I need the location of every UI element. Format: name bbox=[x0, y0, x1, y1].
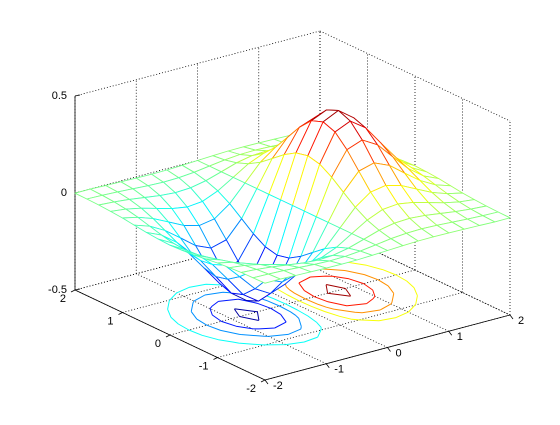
z-tick-label: 0.5 bbox=[52, 90, 67, 102]
grid-line bbox=[319, 30, 511, 122]
grid-line bbox=[258, 240, 449, 332]
x-tick bbox=[509, 314, 514, 320]
x-tick bbox=[387, 347, 391, 352]
grid-line bbox=[169, 269, 416, 336]
z-tick bbox=[74, 94, 81, 97]
x-tick-label: -1 bbox=[334, 364, 344, 376]
mesh-cell bbox=[252, 273, 281, 284]
y-tick bbox=[70, 289, 76, 293]
z-tick-label: -0.5 bbox=[48, 284, 67, 296]
y-tick bbox=[260, 379, 266, 383]
contour bbox=[298, 275, 376, 307]
x-tick bbox=[325, 363, 330, 368]
contour bbox=[233, 308, 260, 321]
contour bbox=[190, 291, 302, 337]
y-tick-label: 1 bbox=[107, 315, 113, 327]
z-tick-label: 0 bbox=[61, 187, 67, 199]
contour bbox=[325, 284, 352, 297]
x-tick bbox=[448, 331, 453, 336]
contour bbox=[167, 283, 322, 346]
x-tick-label: -2 bbox=[273, 380, 283, 392]
x-tick-label: 2 bbox=[518, 315, 524, 327]
grid-line bbox=[217, 292, 463, 358]
grid-line bbox=[74, 30, 321, 97]
x-tick-label: 0 bbox=[396, 347, 402, 359]
x-tick-label: 1 bbox=[457, 331, 463, 343]
y-tick-label: 2 bbox=[60, 293, 66, 305]
x-tick bbox=[264, 379, 269, 385]
y-tick-label: -2 bbox=[246, 383, 256, 395]
contour bbox=[209, 298, 287, 330]
y-tick bbox=[213, 357, 218, 360]
y-tick bbox=[118, 312, 123, 315]
y-tick bbox=[165, 334, 171, 338]
y-tick-label: 0 bbox=[155, 338, 161, 350]
z-tick bbox=[74, 288, 81, 291]
y-tick-label: -1 bbox=[199, 360, 209, 372]
grid-line bbox=[319, 224, 511, 316]
